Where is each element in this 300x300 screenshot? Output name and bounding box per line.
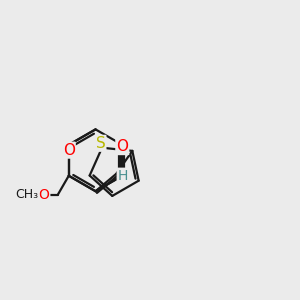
Text: O: O [116,139,128,154]
Text: CH₃: CH₃ [15,188,39,201]
Text: H: H [118,169,128,183]
Text: O: O [39,188,50,202]
Text: S: S [96,136,105,151]
Text: O: O [63,142,75,158]
